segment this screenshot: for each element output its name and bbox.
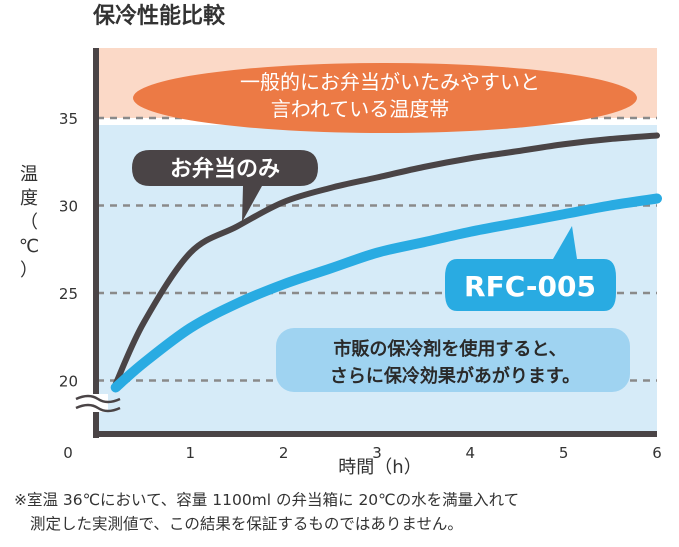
axis-break-mark: [75, 394, 121, 413]
annotation-line2: さらに保冷効果があがります。: [330, 365, 580, 387]
y-tick-label: 35: [59, 110, 78, 128]
axes: [93, 48, 657, 438]
footnote-line2: 測定した実測値で、この結果を保証するものではありません。: [30, 515, 463, 533]
x-tick-label: 3: [372, 444, 382, 462]
chart-title: 保冷性能比較: [92, 3, 226, 29]
annotation-box: [276, 328, 630, 392]
y-tick-labels: 20 25 30 35: [59, 110, 78, 391]
y-axis-label: 温度（℃）: [19, 164, 39, 281]
series-line-bento-only: [112, 132, 660, 387]
y-tick-label: 20: [59, 373, 78, 391]
y-tick-label: 30: [59, 198, 78, 216]
series-label-bento-only-callout: お弁当のみ: [132, 150, 318, 222]
annotation-line1: 市販の保冷剤を使用すると、: [333, 338, 566, 360]
x-tick-label: 1: [186, 444, 196, 462]
series-label-bento-only: お弁当のみ: [170, 156, 280, 182]
y-axis-line: [93, 48, 99, 438]
danger-zone-label-line2: 言われている温度帯: [271, 97, 449, 121]
danger-zone-label-line1: 一般的にお弁当がいたみやすいと: [240, 70, 540, 94]
x-axis-line: [93, 431, 657, 437]
x-tick-label: 2: [279, 444, 289, 462]
danger-zone-label-bubble: [133, 63, 637, 133]
x-tick-label: 0: [63, 444, 73, 462]
x-tick-label: 6: [652, 444, 662, 462]
x-tick-labels: 0 1 2 3 4 5 6: [63, 444, 662, 462]
y-tick-label: 25: [59, 285, 78, 303]
series-line-rfc-005: [110, 193, 662, 393]
series-label-rfc-005: RFC-005: [464, 270, 596, 303]
x-tick-label: 5: [559, 444, 569, 462]
series-label-rfc-005-callout: RFC-005: [445, 226, 616, 311]
x-axis-label: 時間（h）: [338, 457, 421, 478]
x-tick-label: 4: [466, 444, 476, 462]
footnote-line1: ※室温 36℃において、容量 1100ml の弁当箱に 20℃の水を満量入れて: [14, 491, 520, 509]
